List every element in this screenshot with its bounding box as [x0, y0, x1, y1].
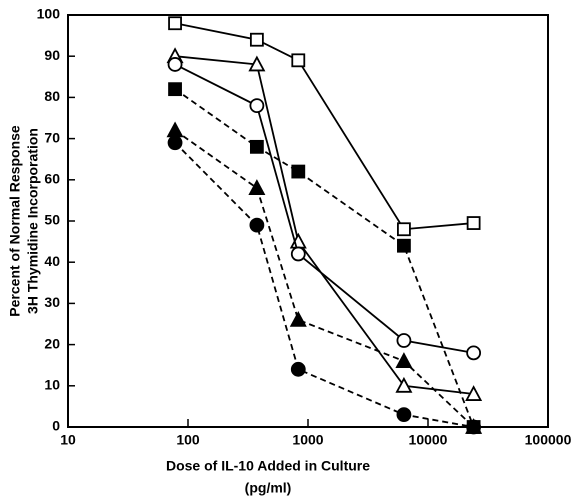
triangle-marker: [289, 310, 307, 327]
triangle-marker: [166, 121, 184, 138]
y-axis-label: 3H Thymidine Incorporation: [25, 128, 41, 314]
circle-marker: [249, 98, 265, 114]
square-marker: [397, 238, 411, 253]
series-line: [174, 142, 474, 428]
y-tick-label: 70: [44, 129, 60, 145]
y-tick-label: 30: [44, 294, 60, 310]
x-tick-label: 10000: [409, 432, 448, 448]
square-marker: [291, 53, 306, 68]
triangle-marker: [395, 352, 413, 368]
y-tick-label: 60: [44, 171, 60, 187]
circle-marker: [396, 407, 412, 423]
y-tick-label: 20: [44, 335, 60, 351]
circle-marker: [249, 217, 265, 233]
y-tick-label: 80: [44, 88, 60, 104]
triangle-marker: [248, 179, 266, 195]
square-marker: [168, 16, 182, 31]
triangle-marker: [465, 385, 483, 401]
square-marker: [291, 164, 306, 179]
square-marker: [249, 32, 264, 47]
circle-marker: [167, 57, 183, 72]
x-tick-label: 1000: [292, 432, 323, 448]
triangle-marker: [248, 55, 266, 72]
x-tick-label: 100000: [525, 432, 572, 448]
y-tick-label: 90: [44, 47, 60, 63]
circle-marker: [466, 345, 482, 361]
x-axis-label: Dose of IL-10 Added in Culture: [166, 458, 370, 474]
circle-marker: [466, 419, 482, 435]
series-line: [174, 22, 474, 231]
y-tick-label: 10: [44, 377, 60, 393]
series-line: [174, 88, 475, 428]
square-marker: [466, 216, 481, 230]
x-tick-label: 10: [60, 432, 76, 448]
y-tick-label: 0: [52, 418, 60, 434]
x-axis-label: (pg/ml): [245, 480, 292, 496]
y-tick-label: 50: [44, 212, 60, 228]
x-tick-label: 100: [176, 432, 200, 448]
y-tick-label: 100: [37, 6, 61, 22]
square-marker: [168, 82, 182, 97]
circle-marker: [290, 246, 306, 262]
circle-marker: [167, 135, 183, 151]
series-line: [174, 55, 474, 395]
y-axis-label: Percent of Normal Response: [7, 125, 23, 317]
triangle-marker: [395, 376, 413, 393]
y-tick-label: 40: [44, 253, 60, 269]
square-marker: [249, 139, 264, 154]
circle-marker: [396, 333, 412, 348]
square-marker: [397, 222, 411, 237]
circle-marker: [290, 361, 306, 377]
series-line: [174, 129, 475, 428]
